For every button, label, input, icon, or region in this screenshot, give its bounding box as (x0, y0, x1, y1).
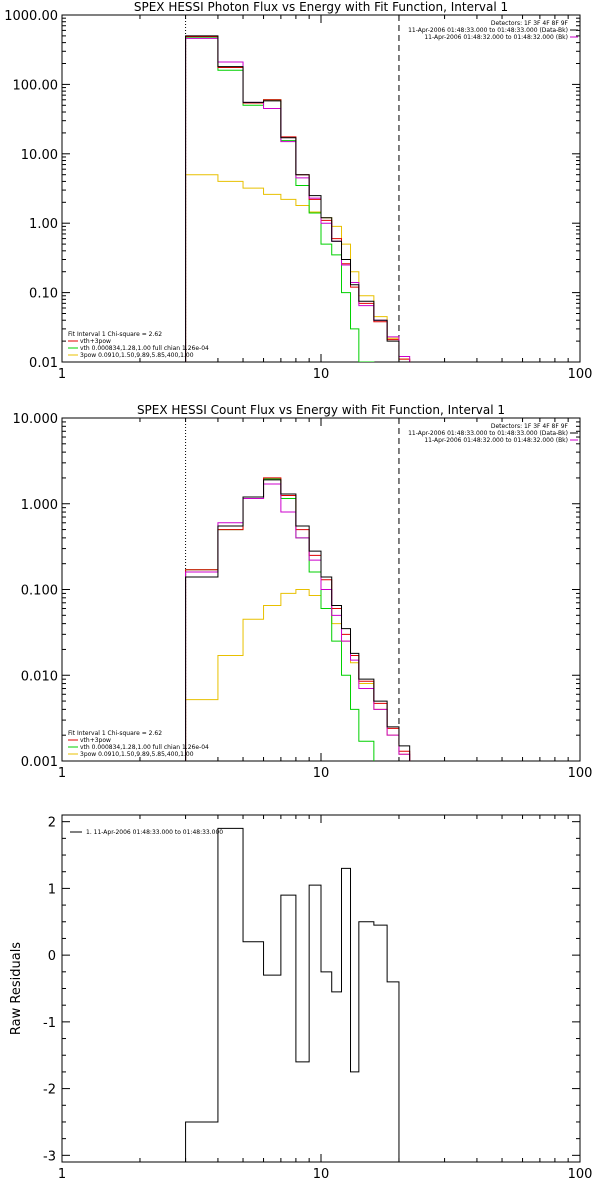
fit-legend-text: 3pow 0.0910,1.50,9.89,5.85,400,1.00 (80, 751, 194, 758)
fit-legend-text: vth 0.000834,1.28,1.00 full chian 1.26e-… (80, 744, 209, 751)
y-tick-label: 0.01 (29, 356, 58, 371)
residuals-chart: 1 10 100 -3 -2 -1 0 1 2 Raw Residuals 1. 11-Apr-20… (9, 814, 593, 1182)
x-tick-label: 10 (313, 766, 330, 781)
detector-info-text: Detectors: 1F 3F 4F 8F 9F (491, 20, 569, 27)
detector-info-text: 11-Apr-2006 01:48:32.000 to 01:48:32.000… (424, 437, 568, 444)
series-bk-line (185, 483, 411, 761)
photon-flux-chart: SPEX HESSI Photon Flux vs Energy with Fi… (4, 0, 593, 382)
plot-area (185, 15, 411, 362)
series-residuals-line (185, 827, 400, 1162)
x-tick-label: 10 (313, 367, 330, 382)
axes-frame (61, 814, 581, 1163)
y-tick-label: 1 (48, 882, 56, 897)
y-tick-label: 10.00 (21, 148, 58, 163)
plot-area (185, 418, 411, 761)
series-vth-line (185, 37, 375, 362)
x-tick-label: 1 (58, 1167, 66, 1182)
y-tick-label: 0.10 (29, 287, 58, 302)
series-3pow-line (185, 589, 411, 761)
chart-title: SPEX HESSI Count Flux vs Energy with Fit… (137, 403, 505, 417)
y-tick-label: 1.000 (21, 498, 58, 513)
series-vth-3pow-line (185, 36, 411, 362)
y-tick-label: 1.00 (29, 217, 58, 232)
y-tick-label: 0.001 (21, 755, 58, 770)
fit-legend-text: 3pow 0.0910,1.50,9.89,5.85,400,1.00 (80, 352, 194, 359)
y-tick-label: -2 (43, 1083, 56, 1098)
fit-legend-text: vth+3pow (80, 338, 111, 345)
x-tick-label: 100 (568, 1167, 593, 1182)
y-tick-label: 1000.00 (4, 9, 58, 24)
y-tick-label: 0.010 (21, 669, 58, 684)
fit-legend-text: Fit Interval 1 Chi-square = 2.62 (68, 331, 162, 338)
plot-area (185, 827, 400, 1162)
y-tick-label: 100.00 (13, 78, 59, 93)
fit-legend-text: vth+3pow (80, 737, 111, 744)
detector-info-text: 11-Apr-2006 01:48:32.000 to 01:48:32.000… (424, 34, 568, 41)
detector-info-text: 11-Apr-2006 01:48:33.000 to 01:48:33.000… (408, 27, 568, 34)
legend-text: 1. 11-Apr-2006 01:48:33.000 to 01:48:33.… (86, 829, 223, 836)
x-tick-label: 10 (313, 1167, 330, 1182)
fit-legend-text: vth 0.000834,1.28,1.00 full chian 1.26e-… (80, 345, 209, 352)
x-tick-label: 100 (568, 367, 593, 382)
y-axis-label: Raw Residuals (9, 942, 24, 1035)
detector-info-text: Detectors: 1F 3F 4F 8F 9F (491, 423, 569, 430)
axes-frame (61, 14, 581, 363)
chart-title: SPEX HESSI Photon Flux vs Energy with Fi… (134, 0, 508, 14)
fit-legend-text: Fit Interval 1 Chi-square = 2.62 (68, 730, 162, 737)
count-flux-chart: SPEX HESSI Count Flux vs Energy with Fit… (13, 403, 593, 781)
y-tick-label: -1 (43, 1016, 56, 1031)
x-tick-label: 1 (58, 367, 66, 382)
y-tick-label: -3 (43, 1149, 56, 1164)
y-tick-label: 10.000 (13, 412, 59, 427)
series-bk-line (185, 37, 411, 362)
x-tick-label: 1 (58, 766, 66, 781)
series-3pow-line (185, 174, 411, 362)
y-tick-label: 2 (48, 816, 56, 831)
series-data-bk-line (185, 35, 411, 362)
series-data-bk-line (185, 479, 411, 761)
y-tick-label: 0.100 (21, 584, 58, 599)
x-tick-label: 100 (568, 766, 593, 781)
detector-info-text: 11-Apr-2006 01:48:33.000 to 01:48:33.000… (408, 430, 568, 437)
y-tick-label: 0 (48, 949, 56, 964)
